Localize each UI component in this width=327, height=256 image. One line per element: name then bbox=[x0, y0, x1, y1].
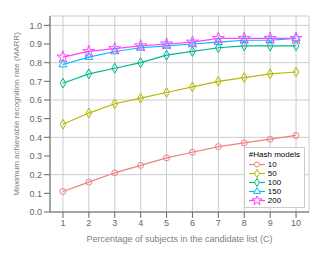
svg-text:1.0: 1.0 bbox=[29, 21, 42, 31]
svg-text:0.5: 0.5 bbox=[29, 114, 42, 124]
svg-text:10: 10 bbox=[291, 218, 301, 228]
svg-text:7: 7 bbox=[216, 218, 221, 228]
svg-text:5: 5 bbox=[164, 218, 169, 228]
svg-text:0.3: 0.3 bbox=[29, 151, 42, 161]
svg-text:0.6: 0.6 bbox=[29, 95, 42, 105]
html-text:100: 100 bbox=[267, 178, 282, 187]
svg-text:0.8: 0.8 bbox=[29, 58, 42, 68]
html-text:200: 200 bbox=[267, 196, 282, 205]
html-text:#Hash models: #Hash models bbox=[248, 150, 300, 159]
svg-text:9: 9 bbox=[268, 218, 273, 228]
html-text:50: 50 bbox=[267, 169, 277, 178]
svg-text:3: 3 bbox=[112, 218, 117, 228]
svg-text:Maximum achievable recognition: Maximum achievable recognition rate (MAR… bbox=[12, 32, 21, 196]
html-text:10: 10 bbox=[267, 160, 277, 169]
svg-text:0.2: 0.2 bbox=[29, 170, 42, 180]
svg-text:0.0: 0.0 bbox=[29, 207, 42, 217]
html-text:150: 150 bbox=[267, 187, 282, 196]
svg-text:0.9: 0.9 bbox=[29, 39, 42, 49]
svg-text:0.4: 0.4 bbox=[29, 133, 42, 143]
svg-text:6: 6 bbox=[190, 218, 195, 228]
svg-text:0.1: 0.1 bbox=[29, 189, 42, 199]
svg-text:Percentage of subjects in the: Percentage of subjects in the candidate … bbox=[86, 234, 272, 244]
svg-text:8: 8 bbox=[242, 218, 247, 228]
svg-text:1: 1 bbox=[60, 218, 65, 228]
svg-text:0.7: 0.7 bbox=[29, 77, 42, 87]
svg-text:4: 4 bbox=[138, 218, 143, 228]
svg-text:2: 2 bbox=[86, 218, 91, 228]
